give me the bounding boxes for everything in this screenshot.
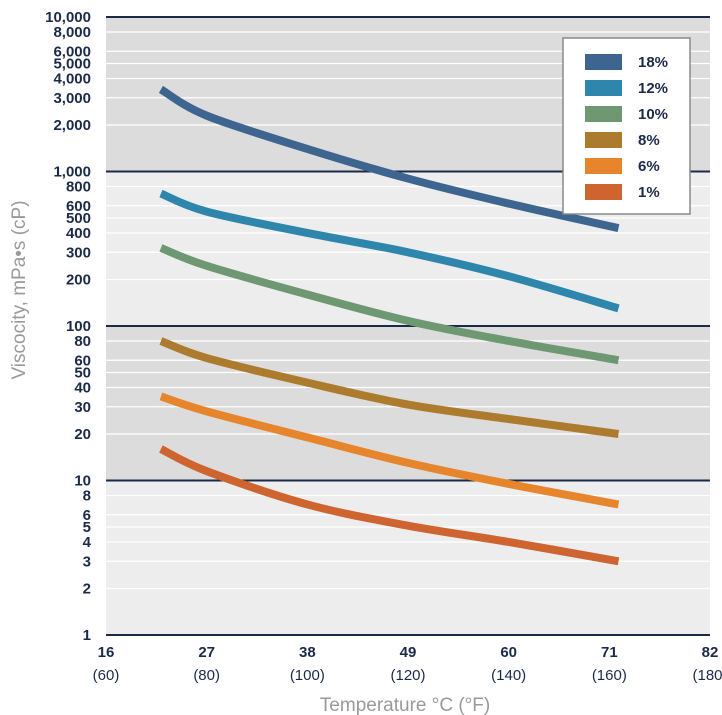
y-tick-label: 20 bbox=[74, 426, 91, 443]
x-tick-label-celsius: 82 bbox=[702, 644, 719, 661]
series-line-12pct bbox=[159, 189, 620, 313]
y-tick-label: 3 bbox=[83, 553, 91, 570]
legend-label: 18% bbox=[638, 54, 668, 71]
x-tick-label-fahrenheit: (160) bbox=[592, 667, 627, 684]
y-tick-label: 8,000 bbox=[53, 24, 91, 41]
y-tick-label: 4 bbox=[83, 534, 92, 551]
y-tick-label: 400 bbox=[66, 225, 91, 242]
series-line-10pct bbox=[159, 244, 620, 365]
legend-swatch bbox=[585, 106, 622, 122]
y-tick-label: 30 bbox=[74, 399, 91, 416]
y-tick-label: 4,000 bbox=[53, 70, 91, 87]
x-tick-label-celsius: 60 bbox=[500, 644, 517, 661]
legend-label: 10% bbox=[638, 106, 668, 123]
series-line-1pct bbox=[159, 445, 620, 566]
series-line-6pct bbox=[159, 392, 620, 509]
x-tick-label-fahrenheit: (80) bbox=[193, 667, 220, 684]
y-tick-label: 50 bbox=[74, 365, 91, 382]
x-tick-label-celsius: 27 bbox=[198, 644, 215, 661]
x-axis-label: Temperature °C (°F) bbox=[320, 695, 490, 715]
legend-swatch bbox=[585, 184, 622, 200]
y-tick-label: 3,000 bbox=[53, 90, 91, 107]
x-tick-label-celsius: 16 bbox=[98, 644, 115, 661]
legend-swatch bbox=[585, 80, 622, 96]
x-tick-label-fahrenheit: (180) bbox=[692, 667, 722, 684]
y-tick-label: 2,000 bbox=[53, 117, 91, 134]
y-tick-label: 1,000 bbox=[53, 164, 91, 181]
x-axis-ticks: 16 (60) 27 (80) 38 (100) 49 (120) 60 (140) 71 (160)… bbox=[93, 644, 722, 684]
legend-box bbox=[562, 37, 691, 215]
y-tick-label: 80 bbox=[74, 333, 91, 350]
x-tick-label-fahrenheit: (120) bbox=[390, 667, 425, 684]
y-tick-label: 6 bbox=[83, 507, 91, 524]
series-line-18pct bbox=[158, 85, 620, 233]
y-tick-label: 300 bbox=[66, 244, 91, 261]
series-line-8pct bbox=[159, 337, 620, 438]
y-tick-label: 800 bbox=[66, 178, 91, 195]
y-tick-label: 2 bbox=[83, 580, 91, 597]
y-tick-label: 8 bbox=[83, 487, 91, 504]
y-tick-label: 5,000 bbox=[53, 56, 91, 73]
y-tick-label: 100 bbox=[66, 318, 91, 335]
y-tick-label: 1 bbox=[83, 627, 91, 644]
y-tick-label: 10,000 bbox=[45, 9, 91, 26]
x-tick-label-celsius: 49 bbox=[400, 644, 417, 661]
y-tick-label: 600 bbox=[66, 198, 91, 215]
y-axis-label: Viscocity, mPa•s (cP) bbox=[9, 200, 30, 379]
series-lines bbox=[158, 85, 620, 566]
legend-swatch bbox=[585, 132, 622, 148]
legend-label: 1% bbox=[638, 184, 660, 201]
x-tick-label-fahrenheit: (140) bbox=[491, 667, 526, 684]
legend-swatch bbox=[585, 54, 622, 70]
y-tick-label: 500 bbox=[66, 210, 91, 227]
y-tick-label: 200 bbox=[66, 271, 91, 288]
x-tick-label-celsius: 38 bbox=[299, 644, 316, 661]
x-tick-label-fahrenheit: (60) bbox=[93, 667, 120, 684]
x-tick-label-fahrenheit: (100) bbox=[290, 667, 325, 684]
legend-label: 12% bbox=[638, 80, 668, 97]
legend: 18% 12% 10% 8% 6% 1% bbox=[562, 37, 691, 215]
y-tick-label: 10 bbox=[74, 473, 91, 490]
y-tick-label: 6,000 bbox=[53, 43, 91, 60]
y-tick-label: 5 bbox=[83, 519, 91, 536]
decade-band bbox=[106, 480, 710, 635]
legend-swatch bbox=[585, 158, 622, 174]
legend-label: 8% bbox=[638, 132, 660, 149]
y-tick-label: 40 bbox=[74, 379, 91, 396]
x-tick-label-celsius: 71 bbox=[601, 644, 618, 661]
y-tick-label: 60 bbox=[74, 352, 91, 369]
legend-label: 6% bbox=[638, 158, 660, 175]
